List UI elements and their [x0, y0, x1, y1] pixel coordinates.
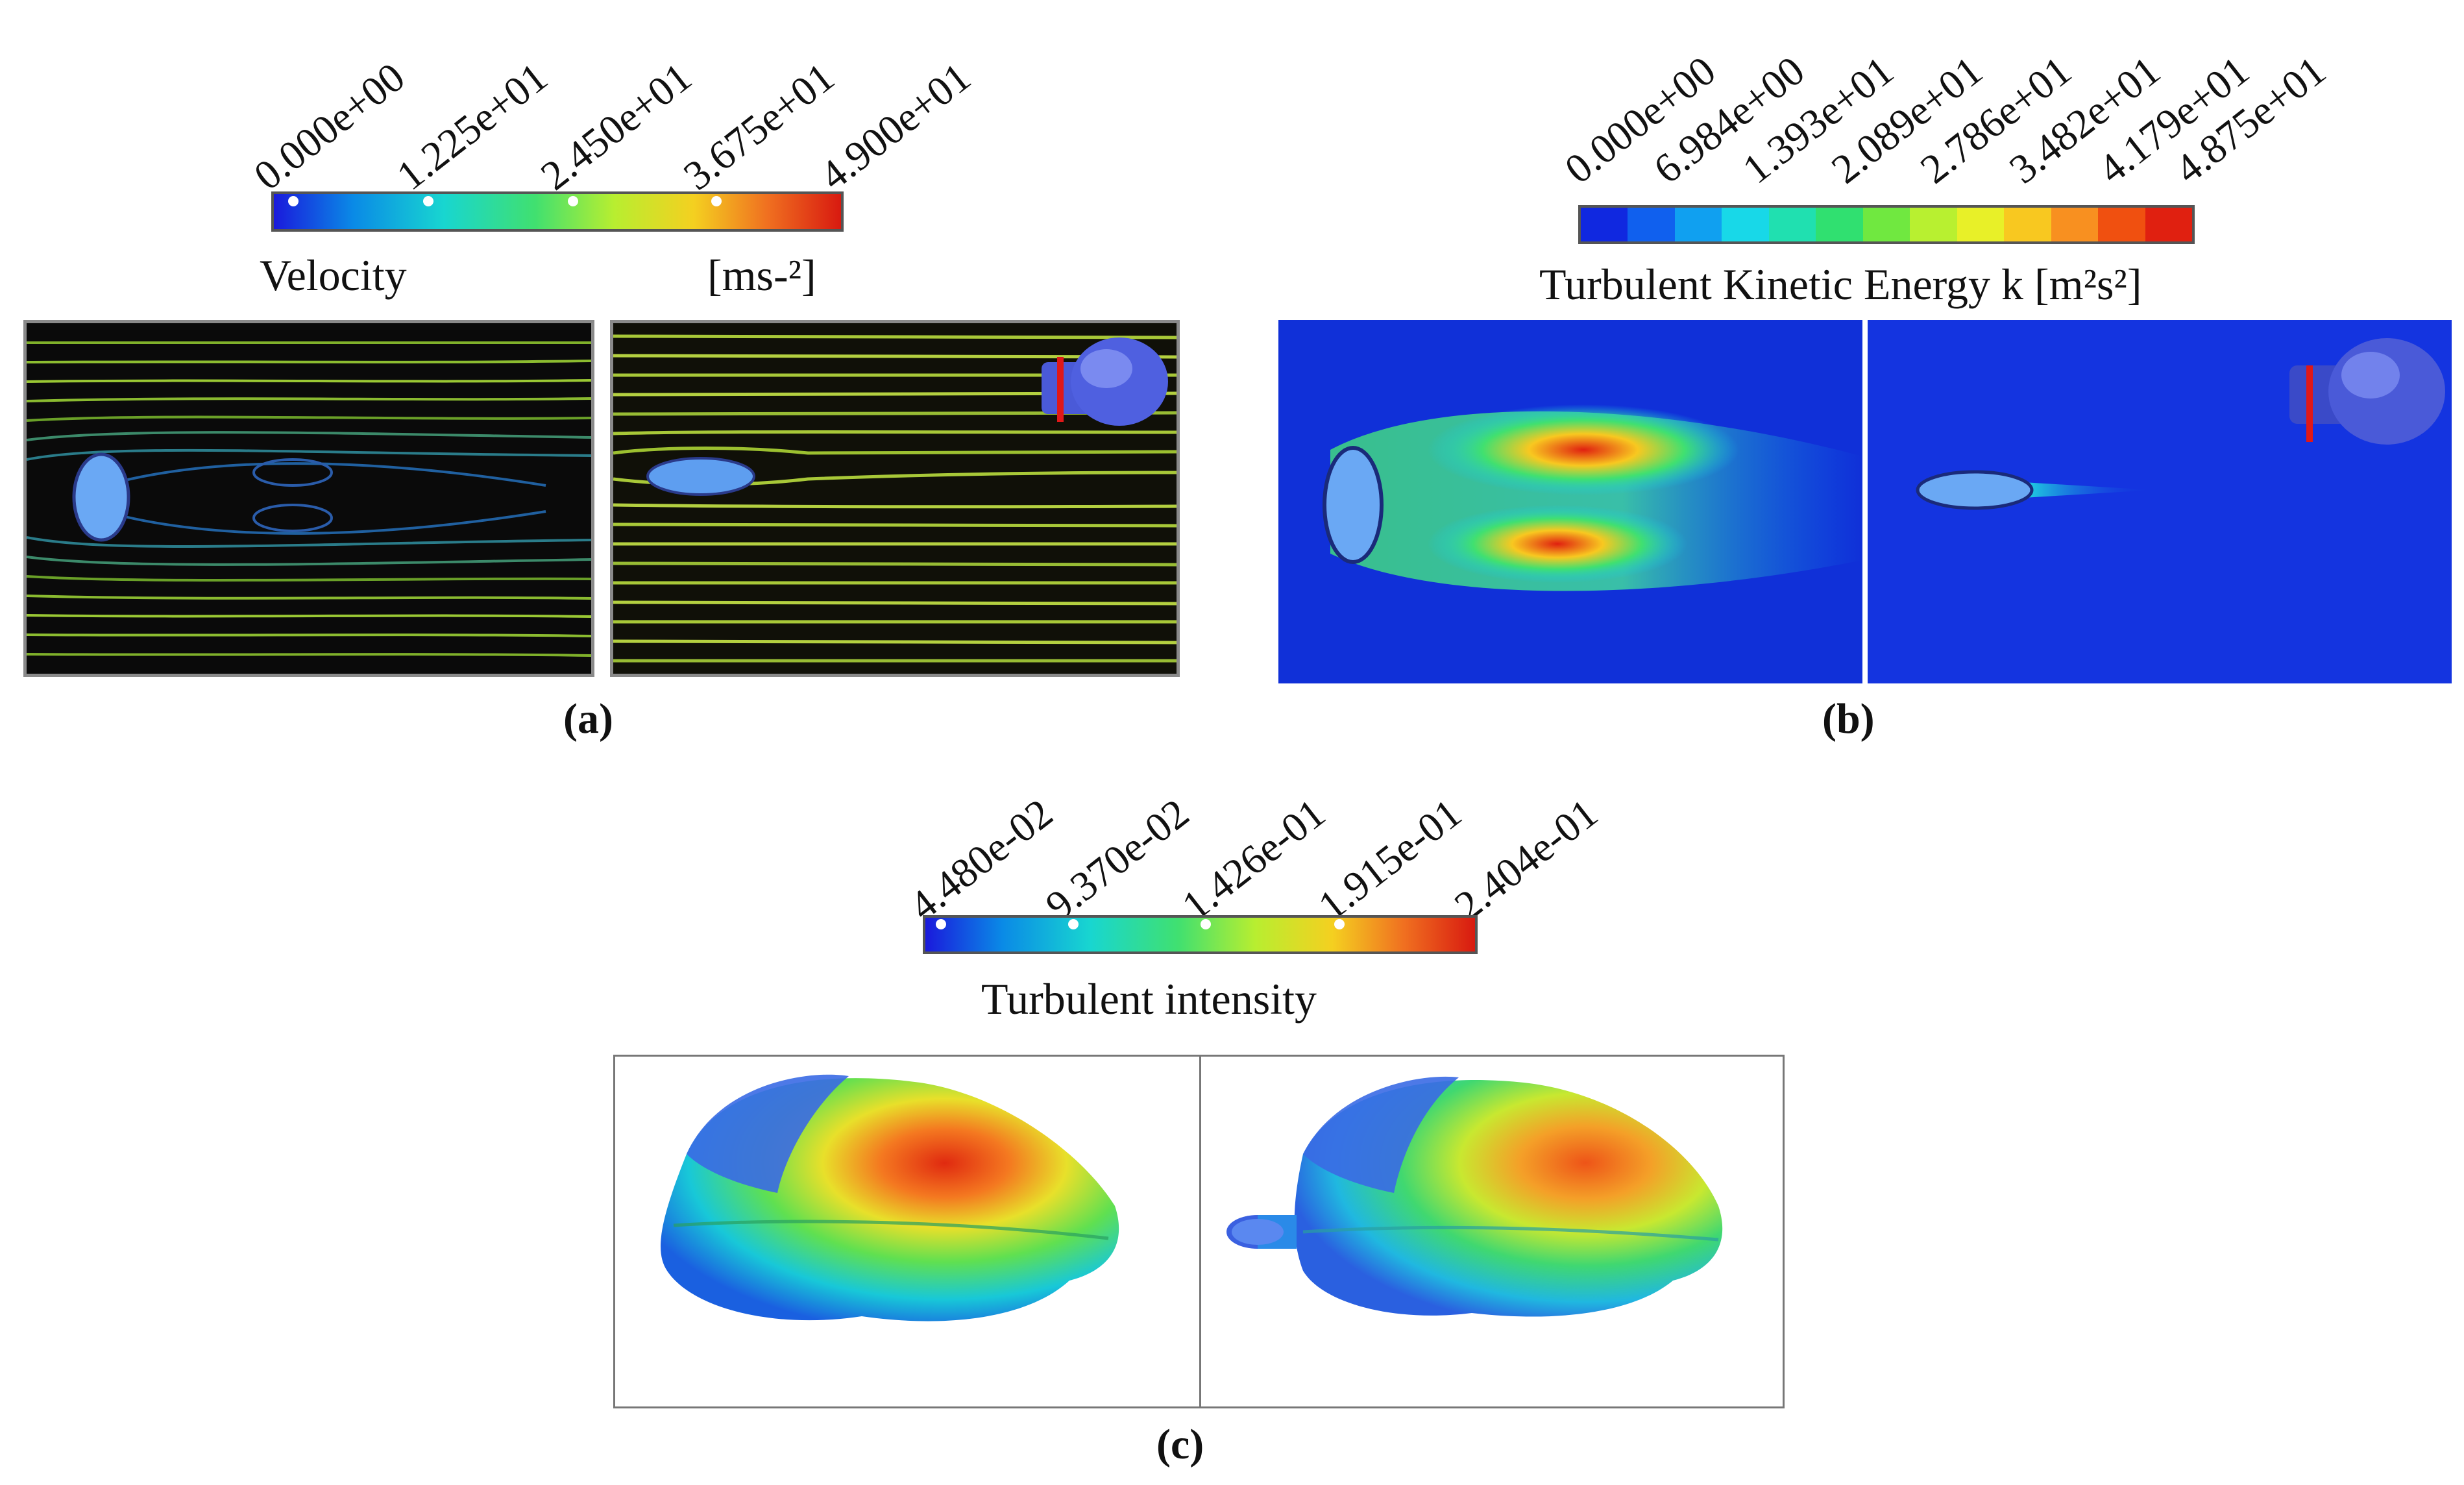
velocity-colorbar	[271, 191, 844, 232]
tke-contour-left	[1323, 404, 1862, 591]
ti-tick-3: 1.915e-01	[1310, 789, 1470, 929]
caption-a: (a)	[563, 695, 613, 742]
ti-tick-0: 4.480e-02	[901, 789, 1061, 929]
ti-legend-title: Turbulent intensity	[981, 974, 1317, 1024]
cylinder-cross-section	[72, 452, 130, 542]
caption-b: (b)	[1822, 695, 1875, 742]
ti-tick-4: 2.404e-01	[1446, 789, 1606, 929]
chamber-surface-right	[1226, 1076, 1723, 1317]
chamber-surface-left	[661, 1074, 1119, 1321]
velocity-legend-unit: [ms-²]	[707, 251, 816, 300]
chamber-thumbnail-icon	[2289, 338, 2445, 445]
cylinder-side-section	[1916, 470, 2034, 510]
inlet-nozzle-icon	[1226, 1215, 1297, 1249]
tke-legend-title: Turbulent Kinetic Energy k [m²s²]	[1539, 260, 2142, 309]
velocity-tick-3: 3.675e+01	[675, 53, 843, 199]
tke-contour-plot-left	[1278, 320, 1862, 683]
cylinder-cross-section	[1323, 446, 1384, 564]
cylinder-side-section	[646, 457, 755, 496]
velocity-streamline-plot-left	[23, 320, 594, 677]
caption-c: (c)	[1156, 1421, 1204, 1468]
tke-colorbar	[1578, 205, 2195, 244]
velocity-tick-1: 1.225e+01	[388, 53, 556, 199]
chamber-thumbnail-icon	[1042, 338, 1168, 426]
streamlines-left	[27, 341, 591, 657]
velocity-legend-title: Velocity	[260, 251, 407, 300]
ti-tick-1: 9.370e-02	[1037, 789, 1197, 929]
tke-contour-plot-right	[1868, 320, 2452, 683]
streamlines-right	[613, 334, 1177, 663]
ti-tick-2: 1.426e-01	[1173, 789, 1334, 929]
velocity-streamline-plot-right	[610, 320, 1180, 677]
tke-contour-right	[1916, 338, 2445, 510]
ti-colorbar	[923, 915, 1478, 954]
velocity-tick-0: 0.000e+00	[245, 53, 413, 199]
velocity-tick-2: 2.450e+01	[532, 53, 700, 199]
velocity-tick-4: 4.900e+01	[811, 53, 979, 199]
chamber-surfaces	[661, 1074, 1723, 1321]
turbulent-intensity-surface-plot	[613, 1055, 1785, 1408]
